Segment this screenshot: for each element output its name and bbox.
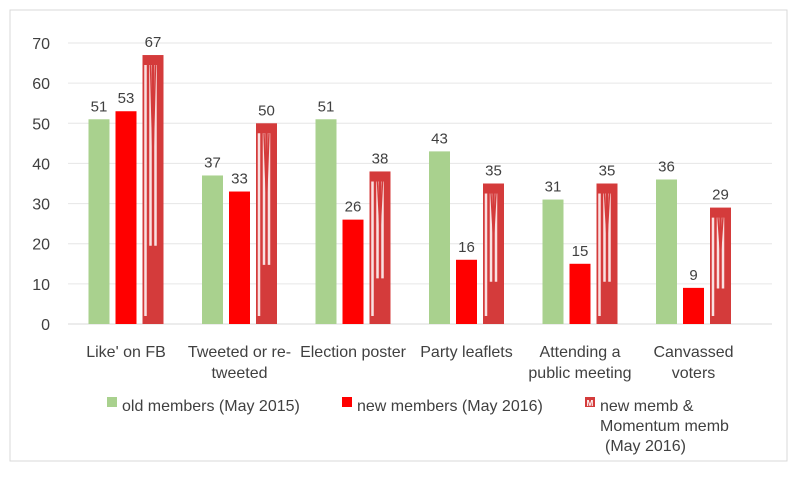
bar-1	[229, 191, 250, 324]
bar-0	[202, 175, 223, 324]
bar-1	[115, 111, 137, 324]
data-label: 35	[599, 163, 616, 180]
x-tick-label: tweeted	[211, 365, 267, 382]
y-tick-label: 0	[41, 317, 50, 334]
momentum-pattern	[257, 133, 271, 316]
data-label: 67	[145, 34, 162, 51]
legend-label: (May 2016)	[605, 438, 686, 455]
data-label: 37	[204, 154, 221, 171]
momentum-pattern	[484, 193, 498, 316]
data-label: 53	[118, 90, 135, 107]
data-label: 26	[345, 199, 362, 216]
momentum-pattern	[376, 181, 384, 230]
legend-swatch	[585, 397, 595, 407]
y-tick-label: 40	[32, 156, 50, 173]
momentum-logo-icon: M	[587, 399, 594, 408]
y-tick-label: 70	[32, 36, 50, 53]
momentum-pattern	[263, 133, 270, 200]
momentum-pattern	[371, 181, 384, 316]
y-tick-label: 10	[32, 277, 50, 294]
legend-label: new members (May 2016)	[357, 398, 543, 415]
bar-2	[596, 183, 618, 324]
x-tick-label: Election poster	[300, 344, 407, 361]
data-label: 38	[372, 150, 389, 167]
x-tick-label: Like' on FB	[86, 344, 166, 361]
bar-0	[542, 199, 564, 324]
bar-1	[456, 259, 477, 324]
data-label: 31	[545, 179, 562, 196]
bar-0	[88, 119, 110, 325]
momentum-pattern	[598, 193, 611, 316]
bar-1	[569, 263, 591, 324]
data-label: 9	[689, 267, 697, 284]
bar-2	[483, 183, 504, 324]
data-label: 50	[258, 102, 275, 119]
x-tick-label: Canvassed	[653, 344, 733, 361]
bar-2	[256, 123, 277, 325]
bar-0	[429, 151, 450, 324]
legend-label: old members (May 2015)	[122, 398, 300, 415]
data-label: 15	[572, 243, 589, 260]
legend-label: Momentum memb	[600, 418, 729, 435]
bar-0	[656, 179, 677, 324]
bar-1	[342, 219, 364, 324]
legend-swatch	[342, 397, 352, 407]
x-tick-label: public meeting	[528, 365, 631, 382]
data-label: 51	[91, 98, 108, 115]
momentum-pattern	[717, 217, 724, 254]
x-tick-label: Attending a	[540, 344, 621, 361]
bar-1	[683, 287, 704, 324]
data-label: 16	[458, 239, 475, 256]
data-label: 29	[712, 187, 729, 204]
momentum-pattern	[149, 65, 157, 156]
legend-label: new memb &	[600, 398, 694, 415]
momentum-pattern	[144, 65, 157, 316]
x-tick-label: Party leaflets	[420, 344, 512, 361]
data-label: 35	[485, 163, 502, 180]
y-tick-label: 60	[32, 76, 50, 93]
data-label: 43	[431, 130, 448, 147]
data-label: 36	[658, 158, 675, 175]
data-label: 51	[318, 98, 335, 115]
legend-swatch	[107, 397, 117, 407]
y-tick-label: 20	[32, 237, 50, 254]
bar-2	[142, 55, 164, 325]
bar-0	[315, 119, 337, 325]
momentum-pattern	[603, 193, 611, 238]
bar-2	[710, 207, 731, 324]
momentum-pattern	[711, 217, 725, 316]
x-tick-label: Tweeted or re-	[188, 344, 291, 361]
x-tick-label: voters	[672, 365, 716, 382]
y-tick-label: 50	[32, 116, 50, 133]
bar-2	[369, 171, 391, 324]
data-label: 33	[231, 171, 248, 188]
momentum-pattern	[490, 193, 497, 238]
y-tick-label: 30	[32, 197, 50, 214]
